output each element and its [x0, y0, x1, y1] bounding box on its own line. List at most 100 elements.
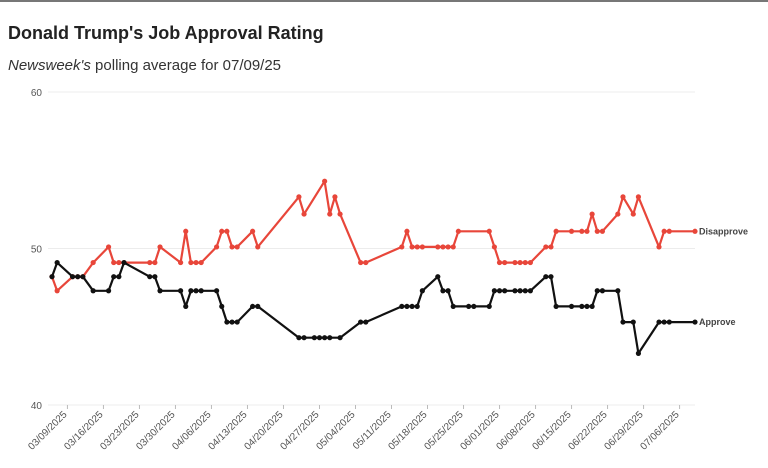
data-point [692, 228, 698, 234]
data-point [656, 244, 662, 250]
data-point [363, 319, 369, 325]
data-point [568, 228, 575, 234]
x-tick-label: 07/06/2025 [639, 409, 682, 452]
data-point [157, 288, 163, 294]
data-point [219, 303, 225, 310]
data-point [630, 211, 636, 217]
data-point [548, 274, 554, 280]
data-point [522, 259, 528, 266]
data-point [69, 274, 76, 280]
data-point [579, 303, 585, 310]
data-point [620, 319, 626, 325]
y-tick-label: 50 [31, 245, 43, 256]
data-point [527, 288, 533, 294]
data-point [496, 259, 503, 266]
data-point [178, 288, 184, 294]
data-point [594, 228, 600, 234]
data-point [584, 228, 590, 234]
subtitle-source: Newsweek's [8, 57, 91, 74]
data-point [296, 194, 302, 200]
y-tick-label: 60 [31, 88, 43, 99]
data-point [435, 274, 441, 280]
data-point [322, 335, 328, 341]
data-point [512, 259, 518, 266]
data-point [152, 259, 158, 266]
subtitle-text: polling average for 07/09/25 [91, 57, 281, 74]
data-point [445, 288, 451, 294]
data-point [666, 228, 672, 234]
top-border [0, 0, 768, 2]
data-point [193, 288, 199, 294]
data-point [517, 288, 523, 294]
data-point [502, 259, 508, 266]
data-point [337, 211, 343, 217]
series-label: Approve [699, 317, 736, 327]
data-point [579, 228, 585, 234]
data-point [419, 244, 425, 250]
data-point [311, 335, 317, 341]
data-point [224, 319, 230, 325]
data-point [471, 303, 477, 310]
data-point [635, 350, 642, 356]
data-point [111, 274, 117, 280]
data-point [49, 274, 55, 280]
data-point [90, 288, 96, 294]
data-point [90, 259, 96, 266]
data-point [445, 244, 451, 250]
data-point [589, 303, 595, 310]
data-point [54, 288, 60, 294]
data-point [661, 319, 667, 325]
data-point [517, 259, 523, 266]
data-point [198, 259, 204, 266]
data-point [450, 303, 456, 310]
data-point [615, 288, 621, 294]
data-point [666, 319, 672, 325]
data-point [527, 259, 533, 266]
data-point [255, 303, 261, 310]
data-point [419, 288, 425, 294]
data-point [358, 259, 364, 266]
data-point [414, 244, 420, 250]
data-point [656, 319, 662, 325]
data-point [198, 288, 204, 294]
data-point [502, 288, 508, 294]
data-point [496, 288, 503, 294]
data-point [630, 319, 636, 325]
data-point [440, 288, 446, 294]
data-point [250, 228, 256, 234]
data-point [589, 211, 595, 217]
data-point [512, 288, 518, 294]
data-point [214, 288, 220, 294]
data-point [404, 228, 410, 234]
data-point [594, 288, 600, 294]
data-point [332, 194, 338, 200]
data-point [399, 244, 405, 250]
data-point [553, 228, 559, 234]
data-point [404, 303, 410, 310]
data-point [229, 244, 235, 250]
data-point [450, 244, 456, 250]
data-point [553, 303, 559, 310]
data-point [111, 259, 117, 266]
data-point [409, 303, 415, 310]
data-point [486, 228, 492, 234]
data-point [105, 244, 112, 250]
data-point [234, 319, 240, 325]
data-point [599, 228, 606, 234]
data-point [327, 335, 333, 341]
data-point [147, 259, 153, 266]
data-point [234, 244, 240, 250]
data-point [214, 244, 220, 250]
data-point [229, 319, 235, 325]
data-point [440, 244, 446, 250]
data-point [121, 259, 127, 266]
data-point [116, 274, 122, 280]
data-point [358, 319, 364, 325]
data-point [435, 244, 441, 250]
data-point [327, 211, 333, 217]
data-point [522, 288, 528, 294]
data-point [548, 244, 554, 250]
data-point [466, 303, 472, 310]
data-point [80, 274, 86, 280]
